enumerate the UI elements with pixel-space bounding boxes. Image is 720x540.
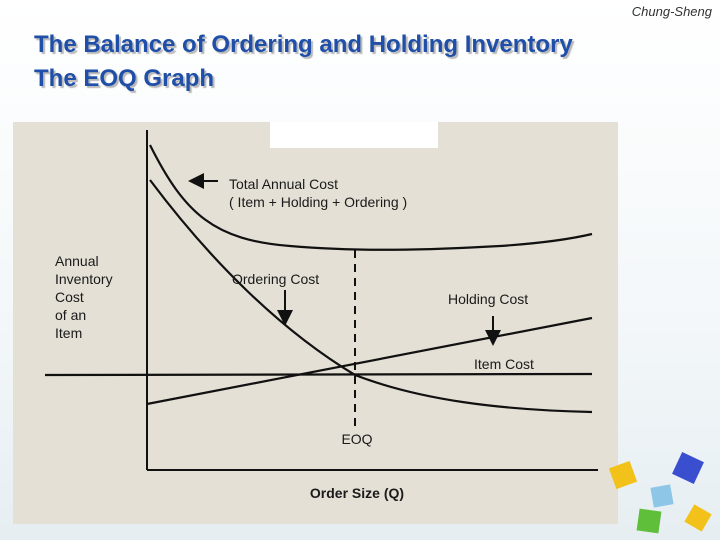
y-axis-label: Inventory	[55, 271, 113, 287]
total-cost-label: Total Annual Cost	[229, 176, 338, 192]
author: Chung-Sheng	[631, 4, 712, 19]
x-axis-label: Order Size (Q)	[310, 485, 404, 501]
decoration	[636, 508, 662, 534]
blank-patch	[270, 122, 438, 148]
total-cost-label: ( Item + Holding + Ordering )	[229, 194, 407, 210]
title-line: The Balance of Ordering and Holding Inve…	[34, 31, 573, 58]
decoration	[672, 452, 704, 484]
total-cost-curve	[149, 144, 593, 251]
item-cost-line	[44, 372, 593, 377]
eoq-label: EOQ	[341, 431, 372, 447]
ordering-cost-label: Ordering Cost	[232, 271, 319, 287]
y-axis-label: of an	[55, 307, 86, 323]
item-cost-label: Item Cost	[474, 356, 534, 372]
holding-cost-label: Holding Cost	[448, 291, 528, 307]
title-line: The EOQ Graph	[34, 65, 215, 92]
figure-background	[13, 122, 618, 524]
decoration	[684, 504, 712, 532]
decoration	[650, 484, 674, 508]
y-axis-label: Annual	[55, 253, 99, 269]
decoration	[608, 460, 638, 490]
slide-title: The Balance of Ordering and Holding Inve…	[34, 28, 573, 96]
y-axis-label: Cost	[55, 289, 84, 305]
holding-cost-line	[146, 316, 593, 406]
y-axis-label: Item	[55, 325, 82, 341]
